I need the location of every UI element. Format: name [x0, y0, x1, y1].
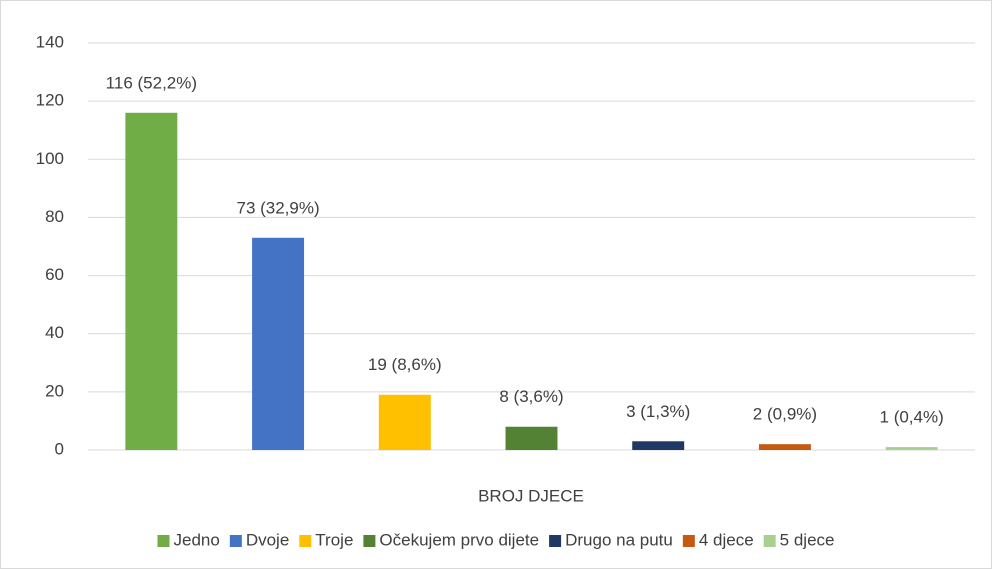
legend-swatch: [682, 535, 695, 547]
bar: [758, 444, 811, 450]
bar: [885, 447, 938, 450]
data-label: 1 (0,4%): [880, 408, 944, 427]
data-label: 2 (0,9%): [753, 405, 817, 424]
legend-swatch: [157, 535, 170, 547]
legend-label: Jedno: [174, 530, 220, 549]
legend-label: Troje: [315, 530, 353, 549]
legend-label: Drugo na putu: [565, 530, 673, 549]
legend-label: Očekujem prvo dijete: [379, 530, 539, 549]
bar: [125, 112, 178, 451]
y-tick-label: 20: [45, 381, 64, 400]
legend-label: 4 djece: [699, 530, 754, 549]
y-tick-label: 0: [55, 439, 64, 458]
bar: [378, 394, 431, 450]
legend-swatch: [763, 535, 776, 547]
y-tick-label: 100: [36, 149, 64, 168]
y-tick-label: 40: [45, 323, 64, 342]
legend-swatch: [363, 535, 376, 547]
data-label: 3 (1,3%): [626, 402, 690, 421]
data-label: 73 (32,9%): [236, 198, 319, 217]
legend-swatch: [549, 535, 562, 547]
legend-swatch: [299, 535, 312, 547]
y-tick-label: 140: [36, 32, 64, 51]
x-axis-title: BROJ DJECE: [478, 486, 584, 505]
legend-label: 5 djece: [780, 530, 835, 549]
y-tick-label: 80: [45, 207, 64, 226]
legend-label: Dvoje: [246, 530, 289, 549]
bar: [252, 237, 305, 450]
bar: [505, 426, 558, 450]
y-tick-label: 120: [36, 91, 64, 110]
data-label: 8 (3,6%): [499, 387, 563, 406]
legend: Jedno Dvoje Troje Očekujem prvo dijete Drugo…: [157, 530, 835, 549]
y-tick-label: 60: [45, 265, 64, 284]
data-label: 116 (52,2%): [106, 73, 197, 92]
data-label: 19 (8,6%): [368, 355, 442, 374]
bar: [632, 441, 685, 450]
legend-swatch: [229, 535, 242, 547]
